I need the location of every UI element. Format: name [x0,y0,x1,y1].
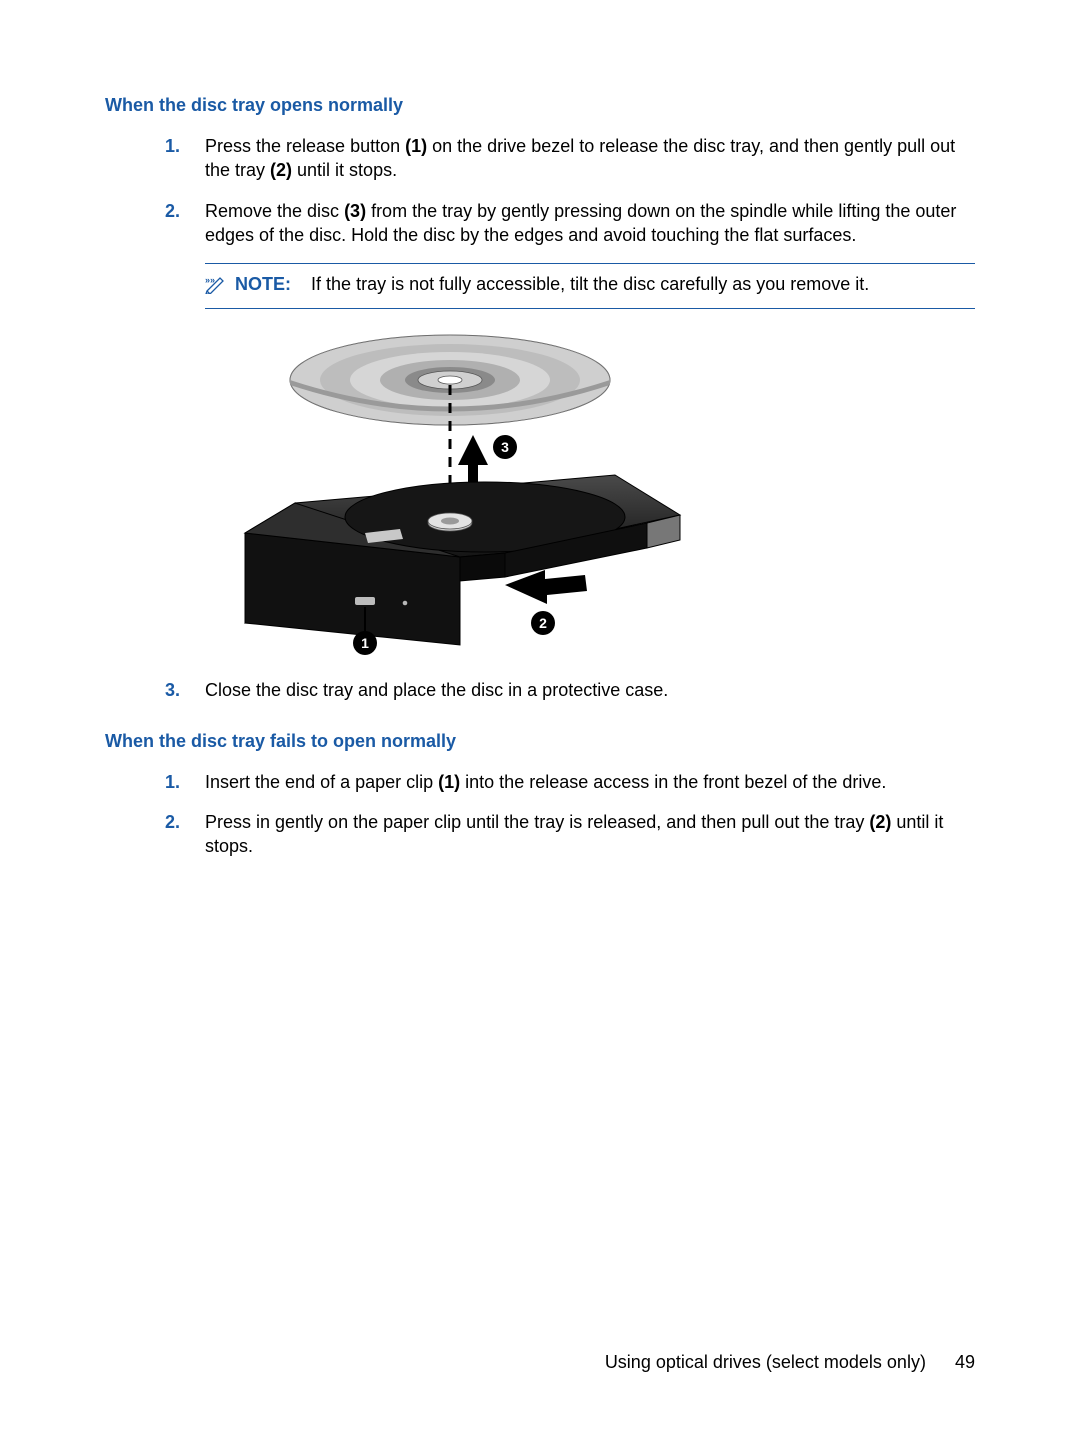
callout-3-label: 3 [501,439,509,455]
step-b1-bold-1: (1) [438,772,460,792]
steps-section-a-cont: Close the disc tray and place the disc i… [165,678,975,702]
figure-disc-tray: 3 2 1 [205,325,975,660]
note-label: NOTE: [235,274,291,294]
page-number: 49 [955,1352,975,1372]
steps-section-a: Press the release button (1) on the driv… [165,134,975,247]
step-b1: Insert the end of a paper clip (1) into … [165,770,975,794]
step-b1-text-1: Insert the end of a paper clip [205,772,438,792]
step-a3: Close the disc tray and place the disc i… [165,678,975,702]
step-b2: Press in gently on the paper clip until … [165,810,975,859]
step-a1-text-3: until it stops. [292,160,397,180]
step-a1-bold-1: (1) [405,136,427,156]
note-text: If the tray is not fully accessible, til… [311,274,869,294]
step-a2-text-1: Remove the disc [205,201,344,221]
callout-2-label: 2 [539,615,547,631]
note-pencil-icon: »» [205,274,227,300]
drive-tray-icon [245,475,680,645]
svg-text:»»: »» [205,275,215,285]
step-a2: Remove the disc (3) from the tray by gen… [165,199,975,248]
page: When the disc tray opens normally Press … [0,0,1080,1437]
note-content: NOTE: If the tray is not fully accessibl… [235,272,869,296]
heading-section-b: When the disc tray fails to open normall… [105,731,975,752]
callout-3-icon: 3 [493,435,517,459]
heading-section-a: When the disc tray opens normally [105,95,975,116]
note-box: »» NOTE: If the tray is not fully access… [205,263,975,309]
step-b2-text-1: Press in gently on the paper clip until … [205,812,869,832]
steps-section-b: Insert the end of a paper clip (1) into … [165,770,975,859]
callout-1-label: 1 [361,635,369,651]
step-a1-text-1: Press the release button [205,136,405,156]
step-a2-bold-1: (3) [344,201,366,221]
footer-text: Using optical drives (select models only… [605,1352,926,1372]
callout-2-icon: 2 [531,611,555,635]
step-a1: Press the release button (1) on the driv… [165,134,975,183]
callout-1-icon: 1 [353,631,377,655]
step-b2-bold-1: (2) [869,812,891,832]
footer: Using optical drives (select models only… [605,1352,975,1373]
step-a1-bold-2: (2) [270,160,292,180]
step-a3-text: Close the disc tray and place the disc i… [205,680,668,700]
arrow-left-icon [505,570,587,604]
step-b1-text-2: into the release access in the front bez… [460,772,886,792]
